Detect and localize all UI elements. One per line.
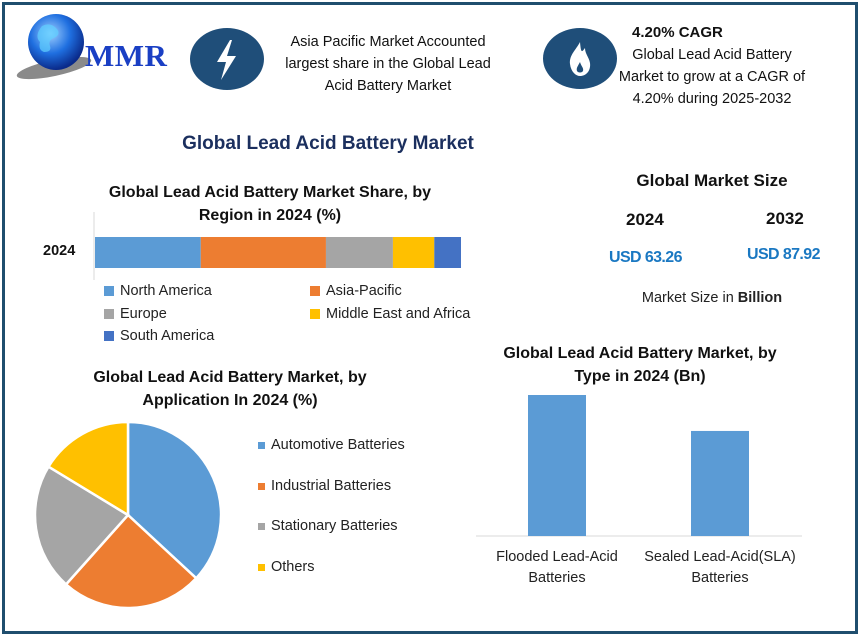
legend-label: South America <box>120 328 215 344</box>
pie-slice-stationary-batteries <box>33 464 130 587</box>
market-size-unit: Market Size in Billion <box>598 290 826 306</box>
info-line: Acid Battery Market <box>324 78 452 94</box>
bar-sealed-lead-acid-sla-batteries <box>691 430 749 536</box>
application-chart-title: Global Lead Acid Battery Market, by Appl… <box>30 366 430 412</box>
type-bar-chart <box>476 395 802 537</box>
bar-flooded-lead-acid-batteries <box>528 395 586 536</box>
market-size-title: Global Market Size <box>636 171 788 190</box>
legend-label: Others <box>271 559 315 575</box>
market-year-2024: 2024 <box>626 210 664 229</box>
market-value-2024: USD 63.26 <box>609 249 682 266</box>
region-chart-title: Global Lead Acid Battery Market Share, b… <box>60 181 480 227</box>
pie-slice-industrial-batteries <box>64 513 198 610</box>
chart-title-line: Global Lead Acid Battery Market Share, b… <box>108 184 432 201</box>
legend-item-europe: Europe <box>104 306 167 322</box>
bar-segment-north-america <box>95 237 201 268</box>
legend-label: Asia-Pacific <box>326 283 402 299</box>
chart-title-line: Type in 2024 (Bn) <box>574 368 706 385</box>
unit-bold: Billion <box>737 290 783 306</box>
legend-swatch <box>258 563 265 571</box>
legend-label: Europe <box>120 306 167 322</box>
legend-item-middle-east-and-africa: Middle East and Africa <box>310 306 470 322</box>
legend-item-others: Others <box>258 559 315 575</box>
unit-prefix: Market Size in <box>641 290 738 306</box>
legend-swatch <box>258 441 265 449</box>
legend-label: Middle East and Africa <box>326 306 471 322</box>
chart-title-line: Region in 2024 (%) <box>198 207 342 224</box>
legend-item-industrial-batteries: Industrial Batteries <box>258 478 391 494</box>
category-label-line: Batteries <box>528 570 586 586</box>
type-chart-title: Global Lead Acid Battery Market, by Type… <box>470 342 810 388</box>
region-stacked-bar-chart <box>93 212 461 280</box>
legend-item-asia-pacific: Asia-Pacific <box>310 283 402 299</box>
logo-text: MMR <box>85 38 168 73</box>
legend-label: Automotive Batteries <box>271 437 405 453</box>
info-line: Market to grow at a CAGR of <box>618 69 806 85</box>
category-label: Sealed Lead-Acid(SLA) Batteries <box>640 547 800 589</box>
info-line: 4.20% during 2025-2032 <box>632 91 792 107</box>
market-value-2032: USD 87.92 <box>747 246 820 263</box>
lightning-icon <box>190 28 264 90</box>
globe-icon <box>16 14 92 80</box>
legend-swatch <box>310 286 320 296</box>
pie-slice-others <box>46 420 130 518</box>
application-pie-chart <box>33 420 223 610</box>
category-label-line: Batteries <box>691 570 749 586</box>
cagr-heading: 4.20% CAGR <box>632 24 723 41</box>
info-line: Asia Pacific Market Accounted <box>290 34 486 50</box>
bar-segment-europe <box>325 237 393 268</box>
legend-label: Stationary Batteries <box>271 518 398 534</box>
legend-item-north-america: North America <box>104 283 212 299</box>
legend-swatch <box>104 309 114 319</box>
market-year-2032: 2032 <box>766 209 804 228</box>
category-label-line: Sealed Lead-Acid(SLA) <box>644 549 796 565</box>
legend-swatch <box>104 286 114 296</box>
category-label: Flooded Lead-Acid Batteries <box>477 547 637 589</box>
region-category-label: 2024 <box>43 243 76 259</box>
category-label-line: Flooded Lead-Acid <box>496 549 618 565</box>
bar-segment-asia-pacific <box>200 237 326 268</box>
legend-swatch <box>258 482 265 490</box>
legend-swatch <box>310 309 320 319</box>
legend-item-stationary-batteries: Stationary Batteries <box>258 518 398 534</box>
legend-swatch <box>104 331 114 341</box>
chart-title-line: Application In 2024 (%) <box>142 392 318 409</box>
legend-label: Industrial Batteries <box>271 478 392 494</box>
chart-title-line: Global Lead Acid Battery Market, by <box>503 345 777 362</box>
bar-segment-middle-east-and-africa <box>392 237 435 268</box>
info-line: Global Lead Acid Battery <box>632 47 792 63</box>
info-line: largest share in the Global Lead <box>285 56 491 72</box>
main-title: Global Lead Acid Battery Market <box>182 133 474 154</box>
legend-item-south-america: South America <box>104 328 214 344</box>
legend-item-automotive-batteries: Automotive Batteries <box>258 437 405 453</box>
cagr-info: Global Lead Acid Battery Market to grow … <box>612 44 812 110</box>
flame-icon <box>543 28 617 89</box>
pie-slice-automotive-batteries <box>126 420 223 581</box>
bar-segment-south-america <box>434 237 461 268</box>
legend-swatch <box>258 522 265 530</box>
chart-title-line: Global Lead Acid Battery Market, by <box>93 369 367 386</box>
asia-pacific-info: Asia Pacific Market Accounted largest sh… <box>266 31 510 97</box>
legend-label: North America <box>120 283 212 299</box>
